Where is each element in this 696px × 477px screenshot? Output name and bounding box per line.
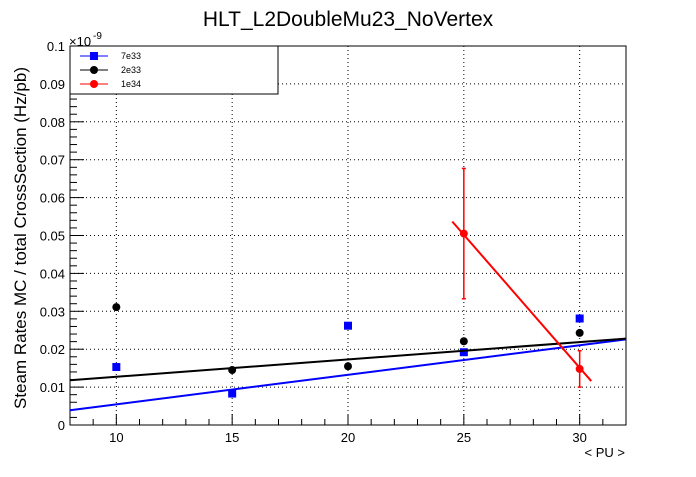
- data-point: [459, 348, 468, 357]
- y-tick-label: 0.08: [40, 115, 65, 130]
- series-7e33: [69, 314, 627, 412]
- y-tick-label: 0.06: [40, 191, 65, 206]
- x-tick-label: 10: [109, 430, 123, 445]
- y-tick-label: 0.02: [40, 342, 65, 357]
- data-point: [575, 328, 584, 337]
- x-tick-label: 25: [457, 430, 471, 445]
- data-point: [459, 229, 468, 238]
- fit-line: [69, 337, 627, 382]
- x-tick-label: 30: [572, 430, 586, 445]
- y-tick-label: 0.05: [40, 229, 65, 244]
- y-tick-label: 0.09: [40, 77, 65, 92]
- y-axis-label: Steam Rates MC / total CrossSection (Hz/…: [11, 67, 30, 409]
- data-point: [228, 389, 237, 398]
- data-point: [575, 364, 584, 373]
- x-tick-label: 20: [341, 430, 355, 445]
- y-axis-exponent: ×10 -9: [69, 31, 102, 49]
- y-tick-label: 0.1: [47, 39, 65, 54]
- legend-entry: 7e33: [80, 51, 141, 61]
- legend-label: 7e33: [121, 51, 141, 61]
- data-point: [112, 363, 121, 372]
- series-1e34: [451, 167, 593, 388]
- series-2e33: [69, 303, 627, 382]
- data-point: [575, 314, 584, 323]
- y-tick-label: 0: [58, 418, 65, 433]
- y-axis-exponent-base: ×10: [69, 34, 91, 49]
- plot-area: 10 15 20 25 30 0 0.01 0.02 0.03 0.04 0.05 0.06 0.07 0…: [40, 39, 627, 445]
- legend-marker: [90, 66, 98, 74]
- legend: 7e33 2e33 1e34: [69, 45, 279, 95]
- chart-title: HLT_L2DoubleMu23_NoVertex: [203, 8, 494, 31]
- data-point: [344, 362, 352, 371]
- legend-marker: [90, 52, 98, 60]
- y-tick-label: 0.07: [40, 153, 65, 168]
- data-point: [344, 321, 352, 330]
- data-point: [228, 366, 237, 375]
- y-axis-exponent-power: -9: [93, 31, 102, 42]
- data-point: [459, 337, 468, 346]
- y-tick-label: 0.03: [40, 304, 65, 319]
- fit-line: [69, 338, 627, 412]
- y-tick-label: 0.01: [40, 380, 65, 395]
- legend-label: 2e33: [121, 65, 141, 75]
- y-tick-label: 0.04: [40, 266, 65, 281]
- x-tick-label: 15: [225, 430, 239, 445]
- x-axis-label: < PU >: [585, 445, 625, 460]
- legend-entry: 1e34: [80, 79, 141, 89]
- legend-marker: [90, 80, 98, 88]
- data-point: [112, 303, 121, 312]
- legend-label: 1e34: [121, 79, 141, 89]
- fit-line: [451, 220, 593, 382]
- legend-entry: 2e33: [80, 65, 141, 75]
